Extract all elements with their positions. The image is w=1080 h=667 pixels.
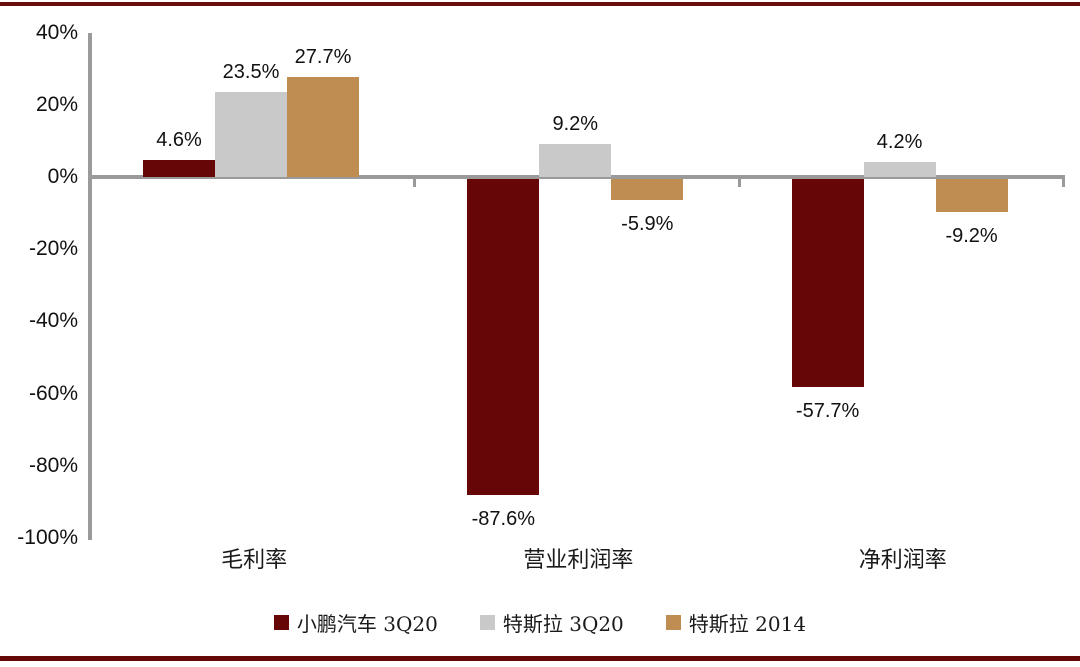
bar-特斯拉 3Q20-毛利率 <box>215 92 287 177</box>
bar-value-label: -5.9% <box>621 213 674 236</box>
x-axis-zero-line <box>88 175 1065 179</box>
y-axis-tick-label: 0% <box>47 165 78 188</box>
legend-label: 特斯拉 2014 <box>688 612 807 636</box>
bar-value-label: 4.2% <box>876 130 923 153</box>
legend-label: 小鹏汽车 3Q20 <box>296 612 438 636</box>
y-axis-tick-label: -100% <box>17 526 78 549</box>
bar-小鹏汽车 3Q20-毛利率 <box>143 160 215 177</box>
y-axis-tick-label: 40% <box>35 20 78 44</box>
category-label-3: 净利润率 <box>858 548 947 573</box>
y-axis-tick-label: -80% <box>28 453 78 477</box>
legend-item: 特斯拉 3Q20 <box>479 608 624 637</box>
category-label-2: 营业利润率 <box>523 548 634 573</box>
bar-特斯拉 2014-净利润率 <box>935 179 1008 213</box>
x-axis-tick <box>737 179 741 187</box>
legend-label: 特斯拉 3Q20 <box>502 612 624 636</box>
y-axis-tick-label: -20% <box>28 237 78 261</box>
bar-小鹏汽车 3Q20-净利润率 <box>791 179 864 388</box>
y-axis-tick-label: -60% <box>28 381 78 405</box>
x-axis-tick <box>1061 179 1065 187</box>
bar-value-label: 27.7% <box>294 46 352 68</box>
bar-value-label: 9.2% <box>552 112 599 135</box>
legend-swatch-icon <box>665 615 681 630</box>
bottom-divider-rule <box>0 656 1080 661</box>
bar-小鹏汽车 3Q20-营业利润率 <box>467 179 540 496</box>
bar-特斯拉 3Q20-营业利润率 <box>539 143 612 177</box>
x-axis-tick <box>413 179 417 187</box>
top-divider-rule <box>0 2 1080 6</box>
bar-特斯拉 3Q20-净利润率 <box>863 161 936 177</box>
category-label-1: 毛利率 <box>221 548 288 573</box>
bar-特斯拉 2014-营业利润率 <box>611 179 684 201</box>
bar-value-label: -57.7% <box>795 400 860 423</box>
legend-item: 小鹏汽车 3Q20 <box>273 608 438 637</box>
legend-item: 特斯拉 2014 <box>665 608 807 637</box>
y-axis-tick-label: -40% <box>28 309 78 333</box>
chart-legend: 小鹏汽车 3Q20 特斯拉 3Q20 特斯拉 2014 <box>0 608 1080 637</box>
y-axis-tick-label: 20% <box>35 92 78 116</box>
legend-swatch-icon <box>479 615 495 630</box>
bar-value-label: 23.5% <box>222 61 280 84</box>
legend-swatch-icon <box>273 615 289 630</box>
bar-value-label: -87.6% <box>471 508 535 531</box>
bar-特斯拉 2014-毛利率 <box>287 77 359 177</box>
bar-value-label: -9.2% <box>945 225 998 248</box>
y-axis-line <box>88 32 92 540</box>
bar-value-label: 4.6% <box>156 129 202 152</box>
